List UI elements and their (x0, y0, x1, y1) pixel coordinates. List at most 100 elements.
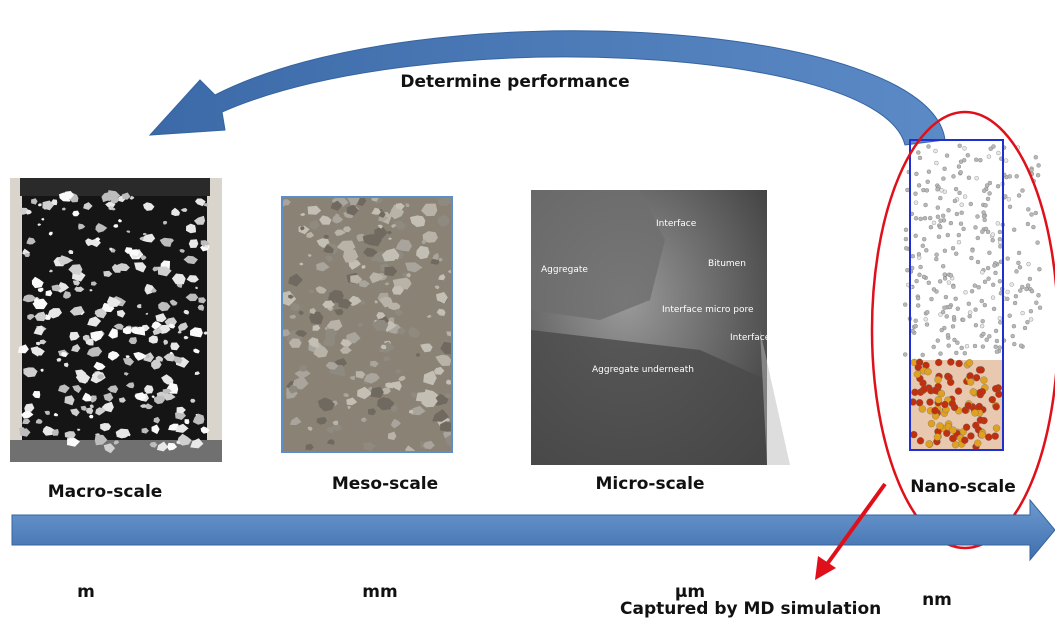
atom (992, 385, 999, 392)
micro-image (531, 190, 790, 465)
atom (1012, 342, 1016, 346)
atom (963, 424, 970, 431)
atom (926, 180, 930, 184)
diagram: Determine performance Interface Aggregat… (0, 0, 1055, 622)
atom (956, 360, 963, 367)
atom (927, 145, 931, 149)
atom (924, 248, 928, 252)
atom (986, 197, 990, 201)
atom (1016, 261, 1020, 265)
atom (991, 233, 995, 237)
atom (949, 273, 953, 277)
atom (998, 244, 1002, 248)
atom (1036, 173, 1040, 177)
atom (1004, 159, 1008, 163)
atom (967, 433, 974, 440)
atom (947, 379, 954, 386)
scale-name: Macro-scale (48, 482, 163, 502)
atom (916, 151, 920, 155)
atom (925, 368, 932, 375)
atom (1034, 211, 1038, 215)
atom (945, 154, 949, 158)
atom (938, 390, 945, 397)
atom (952, 174, 956, 178)
atom (1017, 194, 1021, 198)
atom (948, 305, 952, 309)
atom (1006, 257, 1010, 261)
atom (1018, 289, 1022, 293)
atom (943, 273, 947, 277)
atom (978, 158, 982, 162)
atom (937, 423, 944, 430)
atom (1026, 207, 1030, 211)
atom (939, 219, 943, 223)
atom (975, 176, 979, 180)
atom (1015, 269, 1019, 273)
atom (919, 217, 923, 221)
atom (911, 389, 918, 396)
atom (989, 147, 993, 151)
arrow-label: Determine performance (400, 72, 629, 92)
atom (935, 376, 942, 383)
atom (1020, 285, 1024, 289)
atom (972, 409, 979, 416)
scale-name: Meso-scale (332, 474, 438, 494)
atom (970, 388, 977, 395)
atom (921, 244, 925, 248)
atom (1023, 326, 1027, 330)
meso-image (278, 192, 459, 454)
atom (967, 372, 974, 379)
atom (937, 235, 941, 239)
atom (981, 345, 985, 349)
atom (952, 315, 956, 319)
atom (903, 303, 907, 307)
atom (1008, 205, 1012, 209)
callout-arrowhead (815, 556, 836, 580)
atom (998, 240, 1002, 244)
atom (977, 285, 981, 289)
atom (924, 317, 928, 321)
atom (1014, 294, 1018, 298)
atom (969, 256, 973, 260)
atom (927, 281, 931, 285)
atom (914, 324, 918, 328)
atom (974, 225, 978, 229)
atom (1037, 267, 1041, 271)
atom (951, 246, 955, 250)
atom (1008, 314, 1012, 318)
atom (935, 253, 939, 257)
atom (914, 201, 918, 205)
atom (1036, 241, 1040, 245)
atom (976, 403, 983, 410)
atom (947, 281, 951, 285)
atom (918, 156, 922, 160)
atom (998, 279, 1002, 283)
atom (981, 332, 985, 336)
atom (969, 202, 973, 206)
atom (934, 161, 938, 165)
atom (972, 422, 979, 429)
scale-unit: mm (362, 582, 397, 602)
scale-name: Micro-scale (596, 474, 705, 494)
atom (994, 329, 998, 333)
atom (957, 165, 961, 169)
atom (914, 234, 918, 238)
atom (938, 196, 942, 200)
atom (956, 307, 960, 311)
atom (914, 319, 918, 323)
atom (922, 237, 926, 241)
atom (998, 320, 1002, 324)
texture (65, 431, 76, 438)
atom (987, 155, 991, 159)
atom (988, 191, 992, 195)
atom (925, 188, 929, 192)
atom (963, 195, 967, 199)
atom (996, 151, 1000, 155)
atom (955, 341, 959, 345)
atom (995, 339, 999, 343)
atom (980, 230, 984, 234)
atom (974, 158, 978, 162)
atom (936, 215, 940, 219)
atom (1030, 213, 1034, 217)
atom (935, 396, 942, 403)
